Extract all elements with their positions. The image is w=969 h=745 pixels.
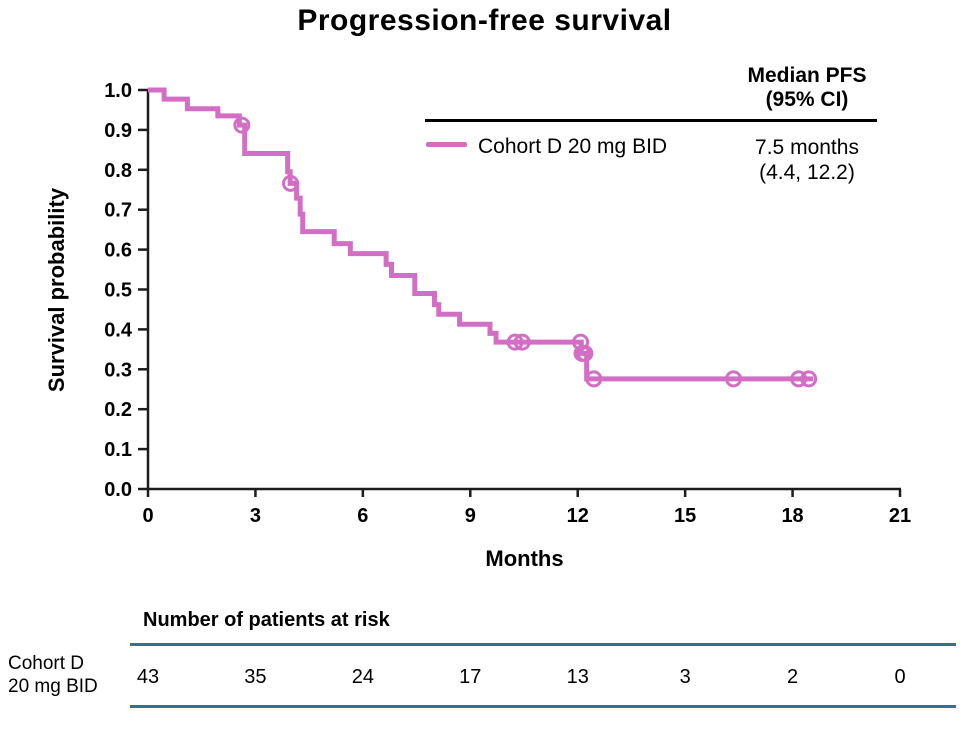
at-risk-count: 2	[787, 666, 799, 688]
at-risk-rule-bottom	[130, 705, 956, 708]
legend-line-sample	[426, 142, 467, 147]
at-risk-count: 24	[351, 666, 374, 688]
censor-mark	[576, 344, 594, 362]
x-tick-label: 0	[142, 505, 153, 527]
x-axis-label: Months	[485, 546, 564, 571]
at-risk-count: 0	[894, 666, 906, 688]
censor-mark	[506, 333, 524, 351]
legend-median-line1: 7.5 months	[755, 136, 859, 159]
km-plot: 0.0 0.1 0.2 0.3 0.4 0.5 0.6 0.7 0.8 0.9 1.0 0 3 6 9 12 1…	[104, 80, 911, 527]
at-risk-row-label-line1: Cohort D	[8, 653, 85, 674]
y-tick-label: 0.2	[104, 399, 132, 421]
y-tick-label: 1.0	[104, 80, 132, 102]
at-risk-count: 43	[136, 666, 160, 688]
y-tick-label: 0.7	[104, 200, 132, 222]
y-tick-label: 0.6	[104, 240, 132, 262]
y-tick-label: 0.0	[104, 479, 132, 501]
x-tick-label: 12	[567, 505, 589, 527]
legend-series-label: Cohort D 20 mg BID	[478, 135, 668, 158]
x-tick-label: 3	[250, 505, 261, 527]
legend-median-value: 7.5 months (4.4, 12.2)	[707, 135, 907, 185]
at-risk-header: Number of patients at risk	[143, 609, 390, 631]
censor-mark	[513, 333, 531, 351]
at-risk-row-label: Cohort D 20 mg BID	[8, 652, 98, 698]
at-risk-count: 35	[244, 666, 267, 688]
legend-divider-rule	[425, 119, 877, 122]
censor-mark	[790, 370, 808, 388]
legend-header-line1: Median PFS	[747, 64, 867, 87]
km-step-curve	[148, 87, 814, 382]
censor-mark	[800, 370, 818, 388]
x-tick-label: 15	[674, 505, 696, 527]
x-tick-label: 18	[781, 505, 803, 527]
at-risk-count: 13	[566, 666, 589, 688]
censor-mark	[724, 370, 742, 388]
x-tick-label: 9	[465, 505, 476, 527]
y-tick-label: 0.4	[104, 319, 133, 341]
censor-mark	[282, 174, 300, 192]
chart-title: Progression-free survival	[297, 4, 672, 37]
x-tick-label: 6	[357, 505, 368, 527]
y-tick-label: 0.5	[104, 280, 132, 302]
y-tick-label: 0.1	[104, 439, 132, 461]
legend-header-line2: (95% CI)	[765, 88, 849, 111]
legend-header: Median PFS (95% CI)	[707, 64, 907, 112]
y-tick-label: 0.9	[104, 120, 132, 142]
legend-median-line2: (4.4, 12.2)	[759, 161, 855, 184]
censor-mark	[233, 116, 251, 134]
at-risk-count: 17	[459, 666, 482, 688]
at-risk-rule-top	[130, 643, 956, 646]
at-risk-row-label-line2: 20 mg BID	[8, 676, 98, 697]
at-risk-count: 3	[679, 666, 691, 688]
censor-mark	[585, 370, 603, 388]
x-tick-label: 21	[889, 505, 911, 527]
y-tick-label: 0.8	[104, 160, 132, 182]
y-tick-label: 0.3	[104, 359, 132, 381]
